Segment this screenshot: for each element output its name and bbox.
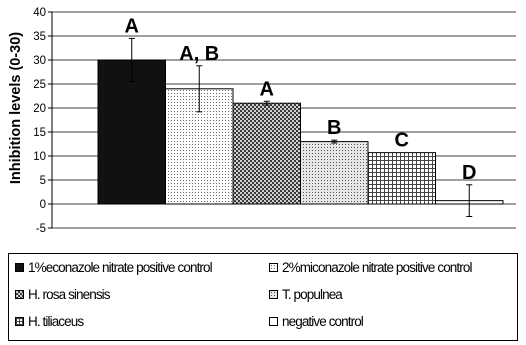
significance-label: A <box>125 15 139 37</box>
y-tick-label: 5 <box>40 175 46 187</box>
significance-label: A, B <box>179 43 219 65</box>
y-tick-label: 15 <box>33 127 46 139</box>
legend-label: H. rosa sinensis <box>28 287 111 302</box>
legend-item: 1%econazole nitrate positive control <box>15 260 213 275</box>
y-tick-label: 10 <box>33 151 46 163</box>
legend-item: H. rosa sinensis <box>15 287 111 302</box>
legend-label: H. tiliaceus <box>28 314 84 329</box>
y-tick-label: 20 <box>33 103 46 115</box>
y-tick-label: 35 <box>33 31 46 43</box>
legend-swatch <box>269 263 278 272</box>
y-axis-label: Inhibition levels (0-30) <box>8 32 24 184</box>
legend: 1%econazole nitrate positive control 2%mi… <box>8 253 518 341</box>
bar-chart-plot: A A, B A B C D -5 0 5 10 15 20 25 30 35 40 Inhibition … <box>8 7 516 235</box>
significance-label: B <box>327 117 341 139</box>
legend-label: negative control <box>282 314 364 329</box>
y-tick-label: -5 <box>36 223 46 235</box>
legend-item: T. populnea <box>269 287 343 302</box>
legend-label: 2%miconazole nitrate positive control <box>282 260 472 275</box>
legend-swatch <box>269 317 278 326</box>
y-tick-label: 40 <box>33 7 46 19</box>
legend-swatch <box>269 290 278 299</box>
legend-swatch <box>15 317 24 326</box>
y-tick-label: 30 <box>33 55 46 67</box>
legend-label: T. populnea <box>282 287 343 302</box>
legend-swatch <box>15 290 24 299</box>
legend-item: 2%miconazole nitrate positive control <box>269 260 472 275</box>
significance-label: A <box>260 78 274 100</box>
y-tick-label: 25 <box>33 79 46 91</box>
bar <box>300 141 369 205</box>
y-tick-label: 0 <box>40 199 46 211</box>
legend-swatch <box>15 263 24 272</box>
bar <box>232 102 301 205</box>
bar <box>367 152 436 205</box>
legend-label: 1%econazole nitrate positive control <box>28 260 213 275</box>
bars: A A, B A B C D <box>97 15 504 217</box>
axes: -5 0 5 10 15 20 25 30 35 40 <box>33 7 53 235</box>
legend-item: H. tiliaceus <box>15 314 84 329</box>
legend-item: negative control <box>269 314 364 329</box>
significance-label: C <box>395 130 409 152</box>
significance-label: D <box>462 162 476 184</box>
